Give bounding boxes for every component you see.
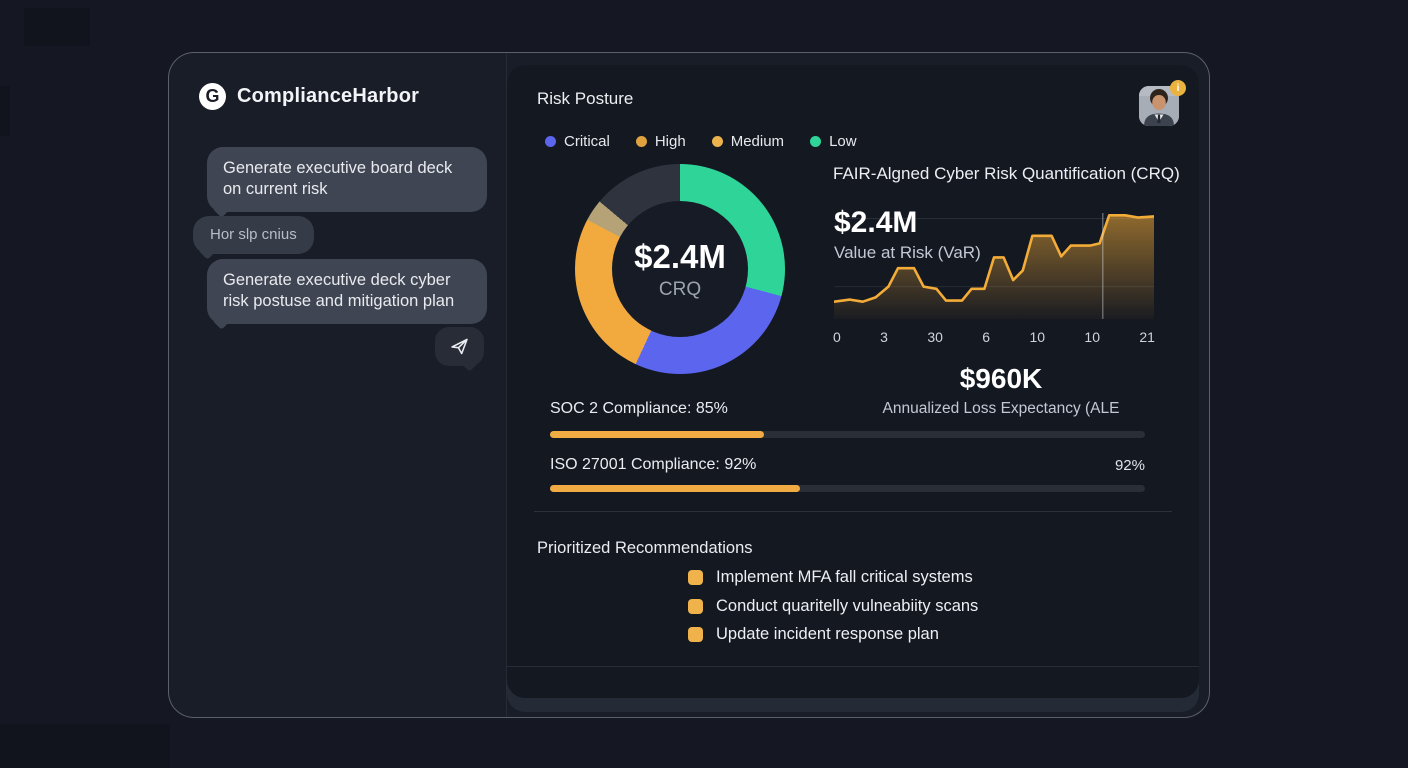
risk-donut-chart: $2.4M CRQ bbox=[575, 164, 785, 374]
chat-message-text: Hor slp cnius bbox=[210, 226, 297, 243]
user-avatar[interactable] bbox=[1139, 86, 1179, 126]
ale-block: $960K Annualized Loss Expectancy (ALE bbox=[834, 363, 1168, 418]
legend-item-high[interactable]: High bbox=[635, 133, 686, 150]
legend-dot bbox=[545, 136, 556, 147]
logo-icon: G bbox=[199, 83, 226, 110]
x-tick: 3 bbox=[880, 329, 888, 345]
background-artifact bbox=[0, 724, 170, 768]
recommendation-text: Update incident response plan bbox=[716, 625, 939, 643]
background-artifact bbox=[24, 8, 90, 46]
donut-center: $2.4M CRQ bbox=[612, 201, 748, 337]
recommendation-bullet-icon bbox=[688, 599, 703, 614]
legend-dot bbox=[635, 136, 647, 147]
notification-badge[interactable]: i bbox=[1170, 80, 1186, 96]
fair-crq-title: FAIR-Algned Cyber Risk Quantification (C… bbox=[833, 164, 1180, 183]
recommendation-bullet-icon bbox=[688, 627, 703, 642]
legend-dot bbox=[711, 136, 723, 147]
legend-label: Low bbox=[829, 133, 857, 150]
chart-legend: Critical High Medium Low bbox=[545, 133, 857, 150]
send-button[interactable] bbox=[435, 327, 484, 366]
legend-label: High bbox=[654, 133, 686, 150]
donut-center-label: CRQ bbox=[658, 278, 702, 300]
recommendation-item[interactable]: Update incident response plan bbox=[688, 625, 939, 644]
legend-item-critical[interactable]: Critical bbox=[545, 133, 610, 150]
app-window: G ComplianceHarbor Generate executive bo… bbox=[168, 52, 1210, 718]
recommendation-text: Implement MFA fall critical systems bbox=[716, 568, 973, 586]
risk-posture-panel: Risk Posture Critical High Medium Low bbox=[507, 65, 1199, 698]
chat-message-text: Generate executive deck cyber risk postu… bbox=[223, 271, 455, 311]
recommendation-bullet-icon bbox=[688, 570, 703, 585]
iso27001-progress-bar bbox=[550, 485, 1145, 492]
var-value: $2.4M bbox=[834, 206, 918, 239]
ale-value: $960K bbox=[959, 363, 1043, 394]
chat-message-text: Generate executive board deck on current… bbox=[223, 159, 453, 199]
recommendation-text: Conduct quaritelly vulneabiity scans bbox=[716, 597, 979, 615]
legend-label: Medium bbox=[730, 133, 785, 150]
footer-divider bbox=[507, 666, 1199, 667]
app-title: ComplianceHarbor bbox=[237, 85, 420, 107]
soc2-progress-fill bbox=[550, 431, 765, 438]
legend-label: Critical bbox=[564, 133, 610, 150]
var-area-chart: $2.4M Value at Risk (VaR) bbox=[832, 206, 1156, 319]
legend-item-low[interactable]: Low bbox=[810, 133, 857, 150]
legend-dot bbox=[810, 136, 822, 147]
soc2-progress-bar bbox=[550, 431, 1145, 438]
var-chart-svg bbox=[832, 213, 1156, 319]
var-overlay: $2.4M Value at Risk (VaR) bbox=[834, 206, 981, 263]
x-tick: 6 bbox=[982, 329, 991, 345]
x-tick: 30 bbox=[927, 329, 943, 345]
x-tick: 10 bbox=[1084, 329, 1100, 345]
app-logo: G ComplianceHarbor bbox=[199, 83, 419, 110]
background-artifact bbox=[0, 86, 10, 136]
send-icon bbox=[451, 338, 468, 355]
x-tick: 10 bbox=[1029, 329, 1046, 345]
chat-message[interactable]: Generate executive board deck on current… bbox=[207, 147, 487, 212]
donut-center-value: $2.4M bbox=[634, 237, 726, 275]
var-label: Value at Risk (VaR) bbox=[834, 243, 981, 262]
soc2-compliance-label: SOC 2 Compliance: 85% bbox=[550, 400, 728, 417]
iso27001-right-value: 92% bbox=[1114, 457, 1145, 474]
x-tick: 0 bbox=[833, 329, 841, 345]
recommendation-item[interactable]: Conduct quaritelly vulneabiity scans bbox=[688, 597, 978, 616]
ale-label: Annualized Loss Expectancy (ALE bbox=[882, 400, 1120, 417]
area-fill bbox=[834, 215, 1154, 319]
recommendations-title: Prioritized Recommendations bbox=[537, 539, 753, 557]
x-axis-ticks: 0 3 30 6 10 10 21 bbox=[833, 329, 1155, 345]
chat-message[interactable]: Generate executive deck cyber risk postu… bbox=[207, 259, 487, 324]
page-title: Risk Posture bbox=[537, 89, 634, 108]
iso27001-progress-fill bbox=[550, 485, 800, 492]
iso27001-compliance-label: ISO 27001 Compliance: 92% bbox=[550, 456, 757, 473]
x-tick: 21 bbox=[1139, 329, 1155, 345]
recommendation-item[interactable]: Implement MFA fall critical systems bbox=[688, 568, 973, 587]
section-divider bbox=[534, 511, 1172, 512]
chat-message-small[interactable]: Hor slp cnius bbox=[193, 216, 314, 254]
area-line bbox=[832, 214, 1156, 303]
sidebar-divider bbox=[506, 53, 507, 717]
legend-item-medium[interactable]: Medium bbox=[711, 133, 785, 150]
